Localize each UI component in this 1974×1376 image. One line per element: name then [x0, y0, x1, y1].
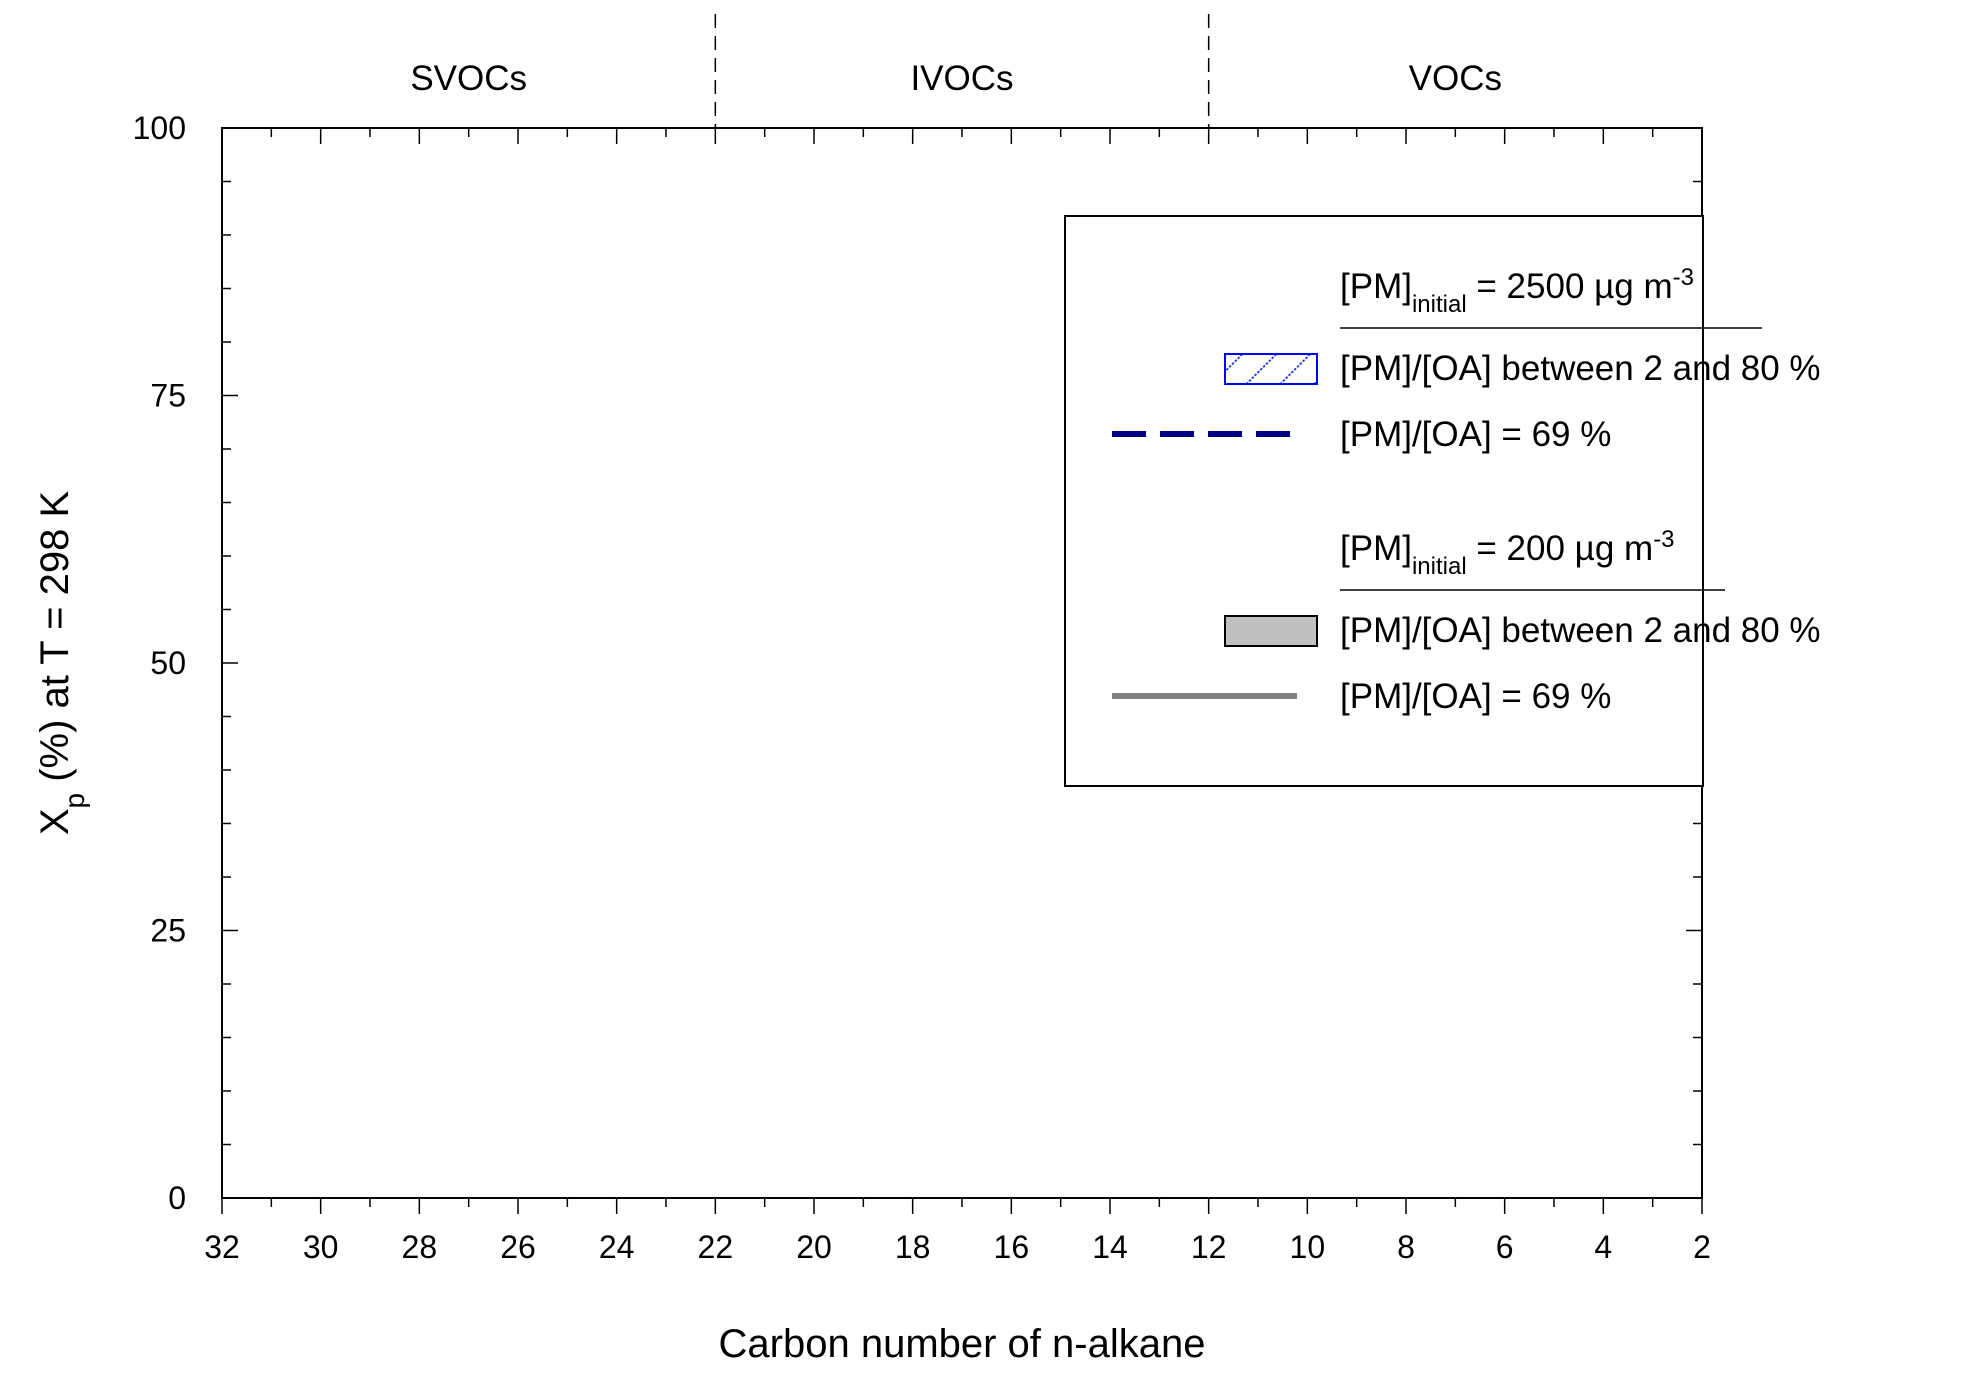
- x-tick-label: 4: [1594, 1229, 1612, 1265]
- legend-line-label-1: [PM]/[OA] = 69 %: [1340, 677, 1611, 716]
- y-tick-label: 50: [150, 645, 186, 681]
- x-tick-label: 6: [1496, 1229, 1514, 1265]
- y-axis-title-main: X: [33, 808, 77, 835]
- x-tick-label: 10: [1290, 1229, 1326, 1265]
- y-axis-title-sub: p: [59, 793, 90, 809]
- x-tick-label: 2: [1693, 1229, 1711, 1265]
- region-label-ivocs: IVOCs: [910, 59, 1013, 98]
- x-tick-label: 24: [599, 1229, 635, 1265]
- legend-band-swatch-0: [1224, 353, 1318, 385]
- x-tick-label: 26: [500, 1229, 536, 1265]
- x-tick-label: 18: [895, 1229, 931, 1265]
- x-tick-label: 16: [994, 1229, 1030, 1265]
- x-tick-label: 8: [1397, 1229, 1415, 1265]
- region-label-svocs: SVOCs: [410, 59, 527, 98]
- legend-box: [1064, 215, 1704, 787]
- y-tick-label: 25: [150, 913, 186, 949]
- legend-heading-0: [PM]initial = 2500 µg m-3: [1340, 264, 1694, 318]
- x-tick-label: 20: [796, 1229, 832, 1265]
- y-axis-title: Xp (%) at T = 298 K: [33, 491, 90, 836]
- y-tick-label: 75: [150, 378, 186, 414]
- x-tick-label: 12: [1191, 1229, 1227, 1265]
- x-tick-label: 14: [1092, 1229, 1128, 1265]
- x-tick-label: 22: [698, 1229, 734, 1265]
- legend-band-label-1: [PM]/[OA] between 2 and 80 %: [1340, 611, 1821, 650]
- legend-band-swatch-1: [1224, 615, 1318, 647]
- y-tick-label: 100: [133, 110, 186, 146]
- region-labels: SVOCs IVOCs VOCs: [410, 59, 1502, 98]
- legend-band-label-0: [PM]/[OA] between 2 and 80 %: [1340, 349, 1821, 388]
- x-tick-label: 30: [303, 1229, 339, 1265]
- legend-line-label-0: [PM]/[OA] = 69 %: [1340, 415, 1611, 454]
- x-tick-label: 28: [402, 1229, 438, 1265]
- x-axis-title: Carbon number of n-alkane: [719, 1322, 1206, 1366]
- region-label-vocs: VOCs: [1409, 59, 1502, 98]
- y-axis-title-rest: (%) at T = 298 K: [33, 491, 77, 793]
- legend: [PM]initial = 2500 µg m-3 [PM]/[OA] betwe…: [1064, 215, 1821, 787]
- legend-heading-1: [PM]initial = 200 µg m-3: [1340, 526, 1675, 580]
- x-tick-label: 32: [204, 1229, 240, 1265]
- y-tick-label: 0: [168, 1180, 186, 1216]
